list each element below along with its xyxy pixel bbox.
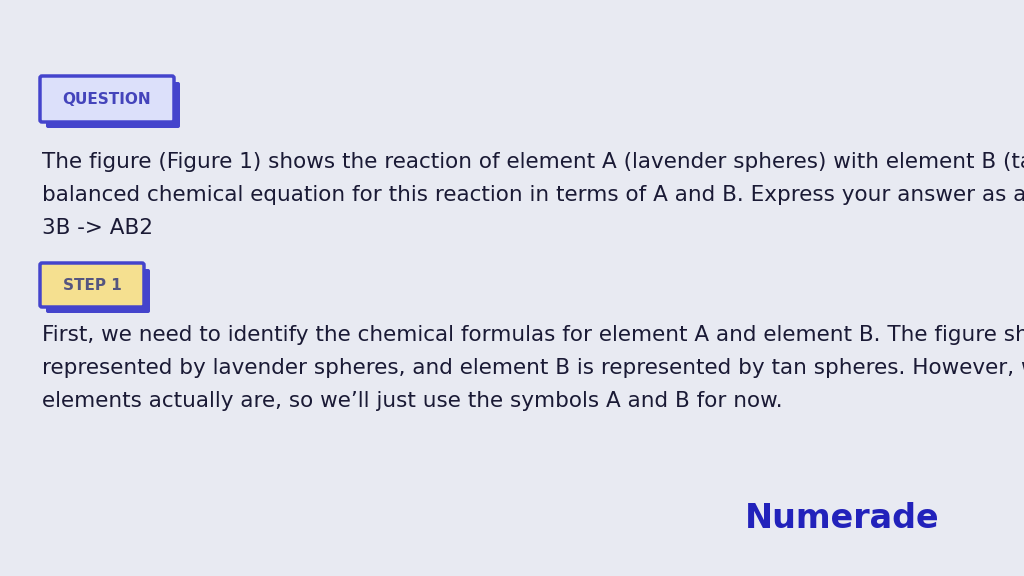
Text: elements actually are, so we’ll just use the symbols A and B for now.: elements actually are, so we’ll just use… <box>42 391 782 411</box>
Text: The figure (Figure 1) shows the reaction of element A (lavender spheres) with el: The figure (Figure 1) shows the reaction… <box>42 152 1024 172</box>
FancyBboxPatch shape <box>46 269 150 313</box>
Text: First, we need to identify the chemical formulas for element A and element B. Th: First, we need to identify the chemical … <box>42 325 1024 345</box>
Text: balanced chemical equation for this reaction in terms of A and B. Express your a: balanced chemical equation for this reac… <box>42 185 1024 205</box>
Text: 3B -> AB2: 3B -> AB2 <box>42 218 153 238</box>
FancyBboxPatch shape <box>40 76 174 122</box>
FancyBboxPatch shape <box>40 263 144 307</box>
Text: STEP 1: STEP 1 <box>62 278 122 293</box>
FancyBboxPatch shape <box>46 82 180 128</box>
Text: QUESTION: QUESTION <box>62 92 152 107</box>
Text: represented by lavender spheres, and element B is represented by tan spheres. Ho: represented by lavender spheres, and ele… <box>42 358 1024 378</box>
Text: Numerade: Numerade <box>745 502 940 535</box>
